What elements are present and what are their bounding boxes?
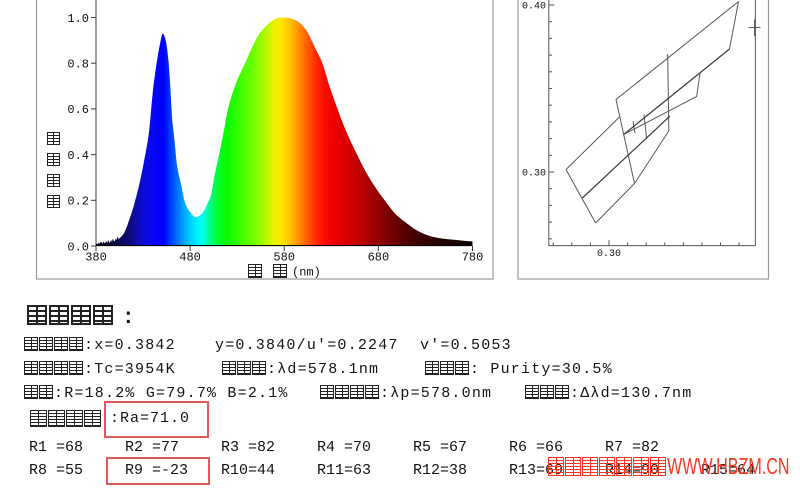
svg-text:1.0: 1.0	[67, 12, 89, 26]
svg-text:780: 780	[462, 250, 484, 264]
svg-text:0.40: 0.40	[522, 2, 546, 13]
svg-text:680: 680	[368, 250, 390, 264]
svg-text:0.4: 0.4	[67, 149, 89, 163]
svg-text:480: 480	[179, 250, 201, 264]
svg-text:0.0: 0.0	[67, 240, 89, 254]
svg-text:0.8: 0.8	[67, 58, 89, 72]
svg-text:0.30: 0.30	[522, 169, 546, 180]
svg-text:(nm): (nm)	[292, 266, 321, 280]
svg-text:580: 580	[273, 250, 295, 264]
svg-text:0.30: 0.30	[597, 249, 621, 260]
svg-text:0.6: 0.6	[67, 103, 89, 117]
svg-text:380: 380	[85, 250, 107, 264]
svg-text:0.2: 0.2	[67, 195, 89, 209]
